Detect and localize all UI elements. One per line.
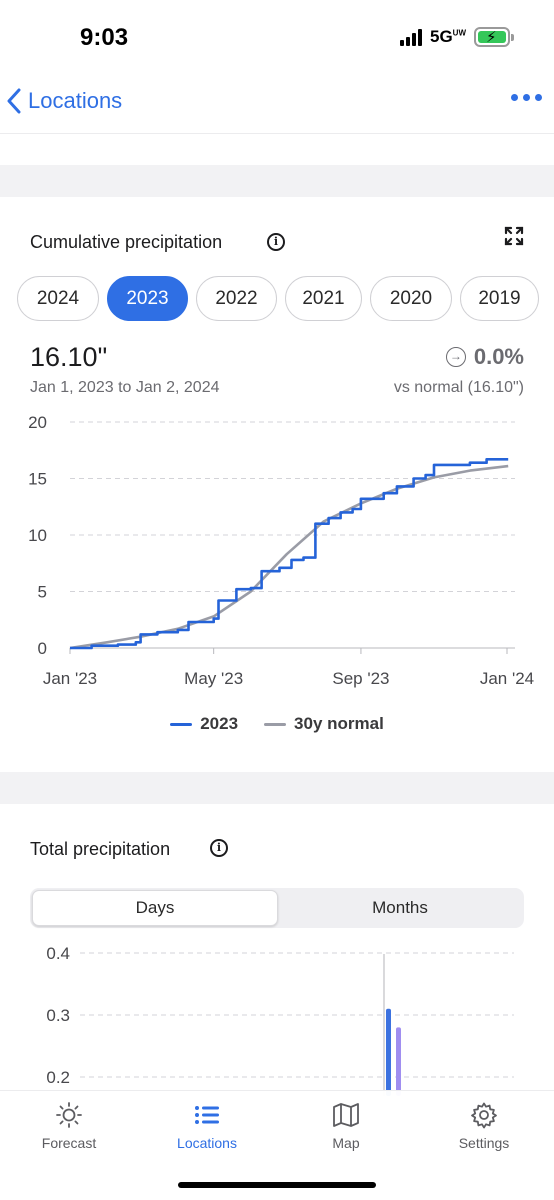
tab-forecast[interactable]: Forecast (14, 1101, 124, 1151)
info-icon[interactable]: i (267, 233, 285, 251)
list-icon (195, 1106, 219, 1124)
tab-settings[interactable]: Settings (429, 1101, 539, 1151)
map-icon (333, 1103, 359, 1127)
pct-change: → 0.0% (445, 344, 524, 370)
year-pill-2019[interactable]: 2019 (460, 276, 539, 321)
legend-item-2023[interactable]: 2023 (170, 714, 238, 734)
gear-icon (471, 1102, 497, 1129)
arrow-right-icon: → (445, 347, 466, 367)
legend-label: 2023 (200, 714, 239, 733)
signal-icon (399, 28, 422, 46)
cumulative-chart: 0 5 10 15 20 Jan '23 May '23 Sep '23 Jan '24 (28, 413, 534, 688)
cumulative-value: 16.10" (30, 342, 108, 372)
tab-label: Settings (458, 1135, 510, 1151)
y-tick-label: 10 (28, 526, 47, 545)
chevron-left-icon (7, 88, 21, 114)
more-icon (511, 94, 518, 101)
tab-label: Locations (177, 1135, 237, 1151)
year-selector: 2024 2023 2022 2021 2020 2019 (17, 276, 554, 322)
y-tick-label: 0.2 (46, 1068, 70, 1087)
vs-normal-label: vs normal (16.10") (393, 379, 524, 396)
series-line-normal (69, 464, 509, 650)
x-tick-label: Jan '23 (43, 669, 97, 688)
tab-locations[interactable]: Locations (152, 1101, 262, 1151)
section-divider (0, 772, 554, 804)
y-tick-label: 20 (28, 413, 47, 432)
year-pill-2020[interactable]: 2020 (370, 276, 452, 321)
legend-swatch (264, 722, 287, 726)
tab-map[interactable]: Map (291, 1101, 401, 1151)
legend-label: 30y normal (294, 714, 384, 733)
status-bar: 9:03 5GUW ⚡ (0, 0, 554, 72)
home-indicator (178, 1182, 376, 1188)
tab-label: Map (332, 1135, 360, 1151)
x-tick-label: Sep '23 (332, 669, 389, 688)
battery-icon: ⚡ (474, 27, 514, 47)
series-line-2023 (70, 458, 509, 650)
daily-precip-chart: 0.2 0.3 0.4 (46, 944, 514, 1096)
year-pill-2021[interactable]: 2021 (285, 276, 362, 321)
y-tick-label: 0 (38, 639, 47, 658)
tab-bar: Forecast Locations Map Settings (0, 1090, 554, 1200)
date-range: Jan 1, 2023 to Jan 2, 2024 (30, 379, 220, 396)
legend-item-normal[interactable]: 30y normal (264, 714, 384, 734)
year-pill-2024[interactable]: 2024 (17, 276, 99, 321)
nav-bar: Locations (0, 72, 554, 134)
total-title: Total precipitation (30, 839, 171, 859)
sun-icon (56, 1102, 82, 1128)
y-tick-label: 5 (38, 583, 47, 602)
network-label: 5GUW (429, 27, 466, 46)
back-label: Locations (28, 88, 123, 113)
chart-legend: 2023 30y normal (0, 714, 554, 734)
more-options-button[interactable] (511, 94, 542, 101)
segment-days[interactable]: Days (32, 890, 278, 926)
status-indicators: 5GUW ⚡ (399, 24, 514, 50)
segment-months[interactable]: Months (372, 898, 428, 917)
year-pill-2022[interactable]: 2022 (196, 276, 277, 321)
y-tick-label: 0.4 (46, 944, 70, 963)
back-button[interactable]: Locations (6, 88, 122, 114)
period-segmented-control: Days Months (30, 888, 524, 928)
status-time: 9:03 (80, 24, 129, 51)
pct-change-value: 0.0% (473, 344, 524, 369)
y-tick-label: 15 (28, 470, 47, 489)
cumulative-title: Cumulative precipitation (30, 232, 223, 252)
year-pill-2023[interactable]: 2023 (107, 276, 188, 321)
y-tick-label: 0.3 (46, 1006, 70, 1025)
precip-bar (386, 1008, 391, 1096)
precip-bar (396, 1027, 401, 1096)
legend-swatch (170, 722, 193, 726)
section-divider (0, 165, 554, 197)
info-icon[interactable]: i (210, 839, 228, 857)
tab-label: Forecast (41, 1135, 97, 1151)
x-tick-label: May '23 (184, 669, 243, 688)
x-tick-label: Jan '24 (480, 669, 534, 688)
expand-icon[interactable] (504, 226, 524, 246)
